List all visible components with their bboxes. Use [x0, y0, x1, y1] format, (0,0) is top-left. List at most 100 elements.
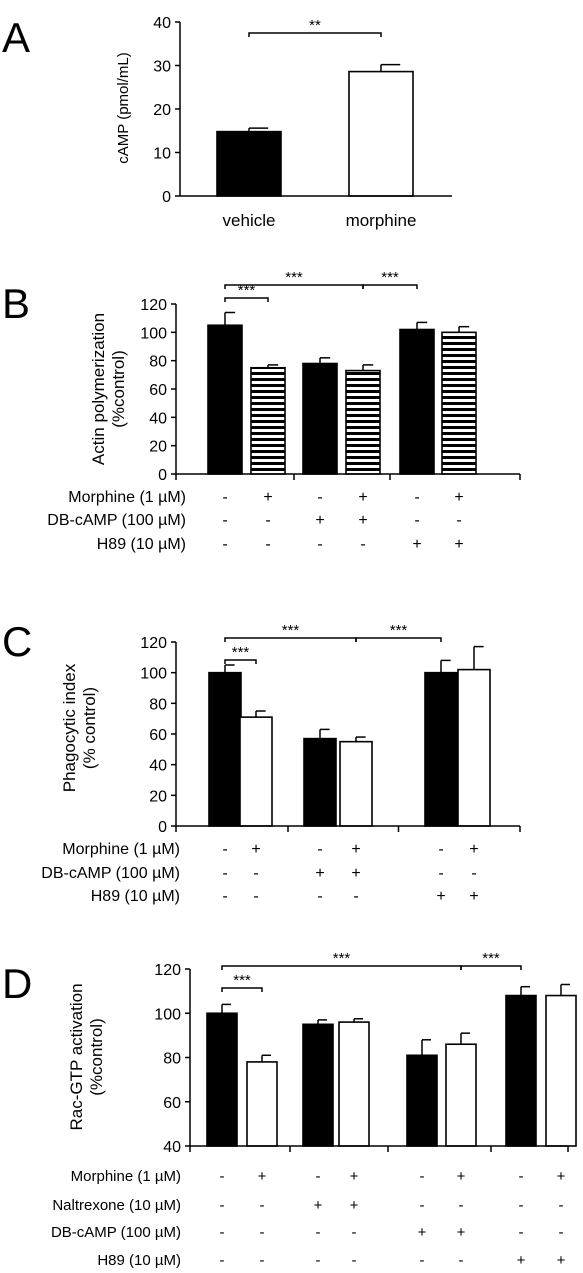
- condition-mark: -: [316, 1252, 321, 1269]
- condition-mark: +: [350, 1197, 359, 1214]
- condition-mark: +: [315, 865, 324, 882]
- y-tick-label: 120: [140, 297, 167, 314]
- bar: [216, 130, 282, 197]
- bar: [338, 1021, 370, 1147]
- condition-mark: +: [358, 512, 367, 529]
- plot-area-a: 0 10 20 30 40 vehicle morphine **: [153, 15, 452, 230]
- condition-mark: -: [220, 1197, 225, 1214]
- condition-mark: -: [220, 1252, 225, 1269]
- condition-mark: -: [519, 1224, 524, 1241]
- condition-label: H89 (10 µM): [91, 888, 180, 905]
- condition-mark: -: [222, 489, 227, 506]
- significance-bracket: [460, 965, 522, 970]
- significance-label: ***: [390, 622, 408, 639]
- y-tick-label: 20: [149, 788, 167, 805]
- y-tick-label: 10: [153, 146, 171, 163]
- bar: [239, 716, 273, 827]
- bar: [250, 366, 286, 475]
- condition-label: H89 (10 µM): [97, 1252, 181, 1269]
- significance-label: ***: [333, 950, 351, 967]
- condition-mark: -: [559, 1197, 564, 1214]
- condition-label: DB-cAMP (100 µM): [47, 512, 186, 529]
- bar: [208, 671, 242, 827]
- bar: [545, 994, 577, 1147]
- condition-mark: +: [314, 1197, 323, 1214]
- y-tick-label: 120: [140, 635, 167, 652]
- y-tick-label: 120: [154, 962, 181, 979]
- panel-a: A cAMP (pmol/mL) 0 10 20 30 40 vehicle morphin…: [2, 14, 452, 230]
- condition-mark: +: [358, 489, 367, 506]
- bar: [457, 668, 491, 827]
- condition-mark: +: [457, 1224, 466, 1241]
- condition-mark: +: [350, 1168, 359, 1185]
- condition-mark: -: [317, 888, 322, 905]
- y-tick-label: 100: [154, 1006, 181, 1023]
- y-axis-label-b: Actin polymerization: [89, 313, 108, 465]
- bar: [339, 740, 373, 827]
- panel-label-c: C: [2, 618, 32, 665]
- significance-bracket: [224, 659, 257, 664]
- y-axis-sublabel-d: (%control): [87, 1018, 106, 1095]
- bar: [505, 994, 537, 1147]
- x-tick-label: morphine: [346, 211, 417, 230]
- condition-mark: -: [222, 512, 227, 529]
- condition-mark: -: [222, 888, 227, 905]
- significance-label: ***: [482, 950, 500, 967]
- condition-mark: +: [557, 1168, 566, 1185]
- condition-label: Naltrexone (10 µM): [52, 1197, 181, 1214]
- y-tick-label: 0: [158, 819, 167, 836]
- condition-label: DB-cAMP (100 µM): [51, 1224, 181, 1241]
- significance-label: **: [309, 17, 321, 34]
- y-tick-label: 60: [149, 382, 167, 399]
- significance-label: ***: [381, 269, 399, 286]
- panel-label-d: D: [2, 960, 32, 1007]
- y-tick-label: 0: [158, 467, 167, 484]
- condition-mark: +: [412, 536, 421, 553]
- y-tick-label: 100: [140, 666, 167, 683]
- panel-d: D Rac-GTP activation (%control) 40 60 80 10…: [2, 950, 577, 1269]
- condition-mark: +: [251, 841, 260, 858]
- condition-mark: -: [253, 865, 258, 882]
- condition-label: DB-cAMP (100 µM): [41, 865, 180, 882]
- condition-mark: -: [222, 841, 227, 858]
- plot-area-d: 40 60 80 100 120 *** *** ***: [154, 950, 577, 1156]
- y-axis-label-a: cAMP (pmol/mL): [115, 52, 132, 163]
- condition-mark: +: [454, 489, 463, 506]
- condition-mark: -: [352, 1252, 357, 1269]
- condition-mark: +: [436, 888, 445, 905]
- condition-mark: -: [316, 1224, 321, 1241]
- condition-mark: -: [459, 1252, 464, 1269]
- condition-mark: +: [454, 536, 463, 553]
- condition-mark: -: [316, 1168, 321, 1185]
- condition-mark: -: [352, 1224, 357, 1241]
- condition-mark: -: [456, 512, 461, 529]
- bar: [206, 1012, 238, 1147]
- condition-mark: +: [557, 1252, 566, 1269]
- condition-mark: +: [351, 841, 360, 858]
- significance-bracket: [355, 637, 442, 642]
- condition-table-b: Morphine (1 µM) - + - + - + DB-cAMP (100 µM) - - +…: [47, 489, 463, 553]
- bar: [441, 331, 477, 475]
- bar: [345, 369, 381, 475]
- condition-label: Morphine (1 µM): [62, 841, 180, 858]
- y-tick-label: 80: [149, 696, 167, 713]
- condition-mark: -: [260, 1224, 265, 1241]
- condition-mark: -: [459, 1197, 464, 1214]
- condition-mark: -: [222, 536, 227, 553]
- y-tick-label: 60: [149, 727, 167, 744]
- condition-mark: -: [220, 1168, 225, 1185]
- significance-label: ***: [285, 269, 303, 286]
- condition-mark: -: [420, 1168, 425, 1185]
- condition-mark: -: [317, 489, 322, 506]
- plot-area-c: 0 20 40 60 80 100 120 *** *** ***: [140, 622, 521, 836]
- condition-mark: +: [457, 1168, 466, 1185]
- plot-area-b: 0 20 40 60 80 100 120 *** *** ***: [140, 269, 521, 484]
- y-axis-sublabel-c: (% control): [80, 687, 99, 769]
- y-axis-label-c: Phagocytic index: [60, 663, 79, 792]
- significance-bracket: [248, 32, 382, 37]
- condition-mark: -: [420, 1252, 425, 1269]
- condition-mark: -: [471, 865, 476, 882]
- panel-b: B Actin polymerization (%control) 0 20 40 6…: [2, 269, 521, 553]
- condition-mark: -: [317, 536, 322, 553]
- x-tick-label: vehicle: [223, 211, 276, 230]
